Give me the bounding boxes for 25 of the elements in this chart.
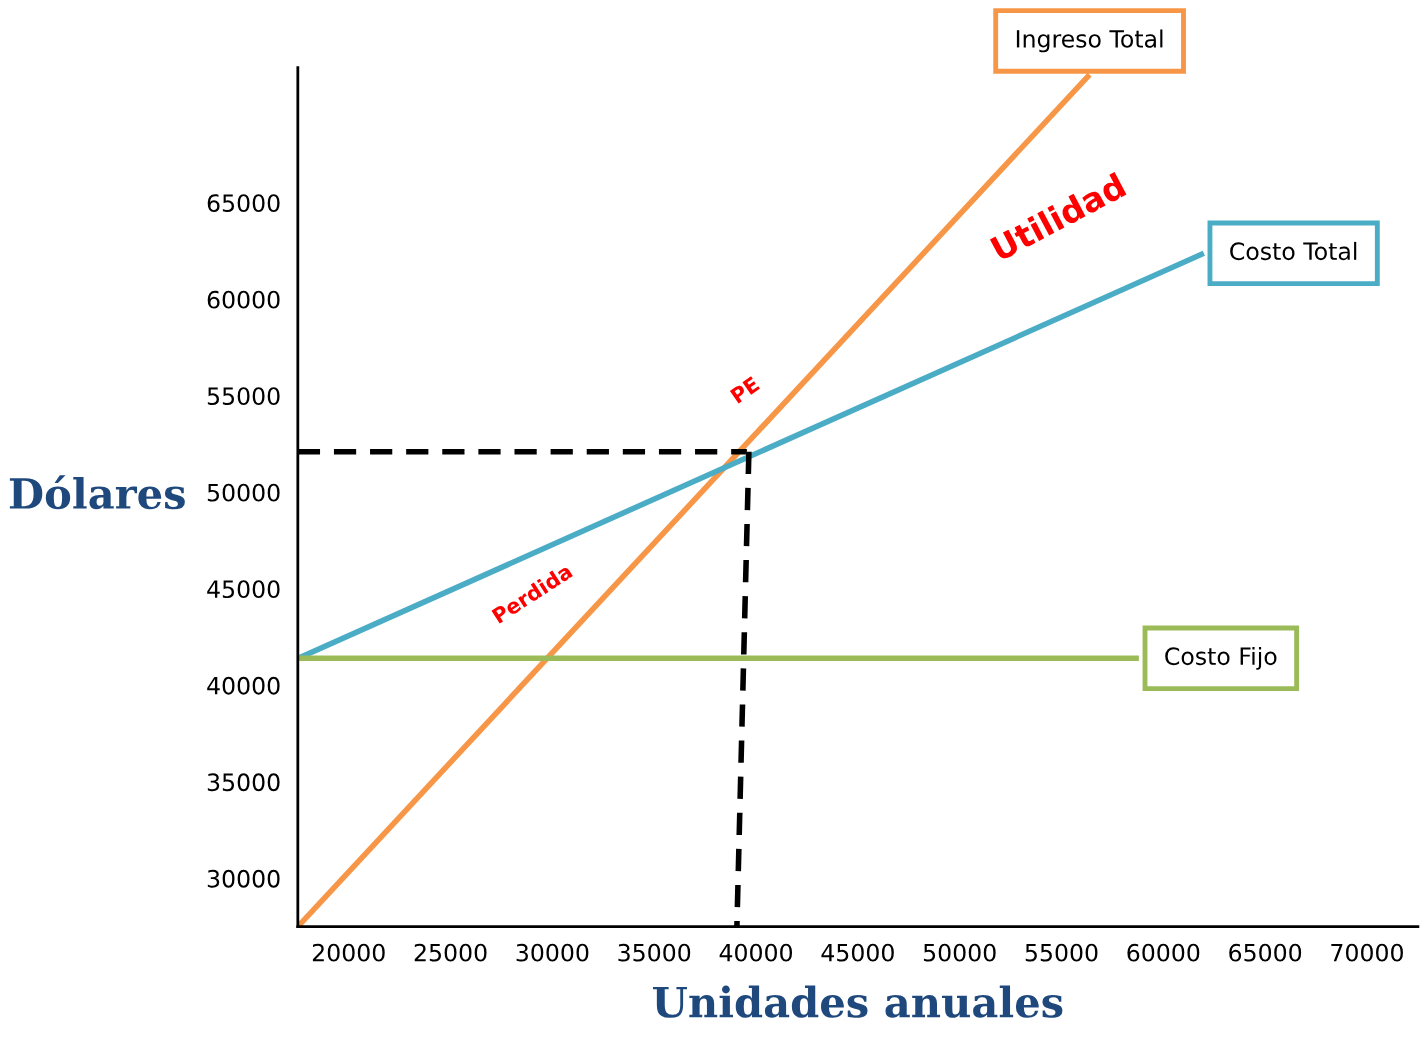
x-tick-label: 35000 xyxy=(618,943,691,962)
x-axis-title: Unidades anuales xyxy=(652,985,1063,1018)
x-tick-label: 50000 xyxy=(923,943,996,962)
series-label: Costo Fijo xyxy=(1165,646,1277,670)
y-tick-label: 60000 xyxy=(207,290,280,309)
x-tick-label: 45000 xyxy=(821,943,894,962)
series-label: Ingreso Total xyxy=(1016,29,1163,53)
y-tick-label: 40000 xyxy=(207,676,280,695)
annotation: PE xyxy=(729,376,760,404)
y-tick-label: 50000 xyxy=(207,483,280,502)
y-tick-label: 55000 xyxy=(207,387,280,406)
y-tick-label: 65000 xyxy=(207,194,280,213)
y-tick-label: 30000 xyxy=(207,869,280,888)
x-tick-label: 20000 xyxy=(312,943,385,962)
y-tick-label: 35000 xyxy=(207,773,280,792)
x-tick-label: 30000 xyxy=(516,943,589,962)
x-tick-label: 55000 xyxy=(1025,943,1098,962)
x-tick-label: 40000 xyxy=(719,943,793,962)
x-tick-label: 60000 xyxy=(1127,943,1200,962)
series-label: Costo Total xyxy=(1230,241,1357,261)
x-tick-label: 25000 xyxy=(414,943,487,962)
y-tick-label: 45000 xyxy=(207,580,280,599)
x-tick-label: 70000 xyxy=(1331,943,1403,962)
y-axis-title: Dólares xyxy=(9,475,185,510)
x-tick-label: 65000 xyxy=(1229,943,1302,962)
